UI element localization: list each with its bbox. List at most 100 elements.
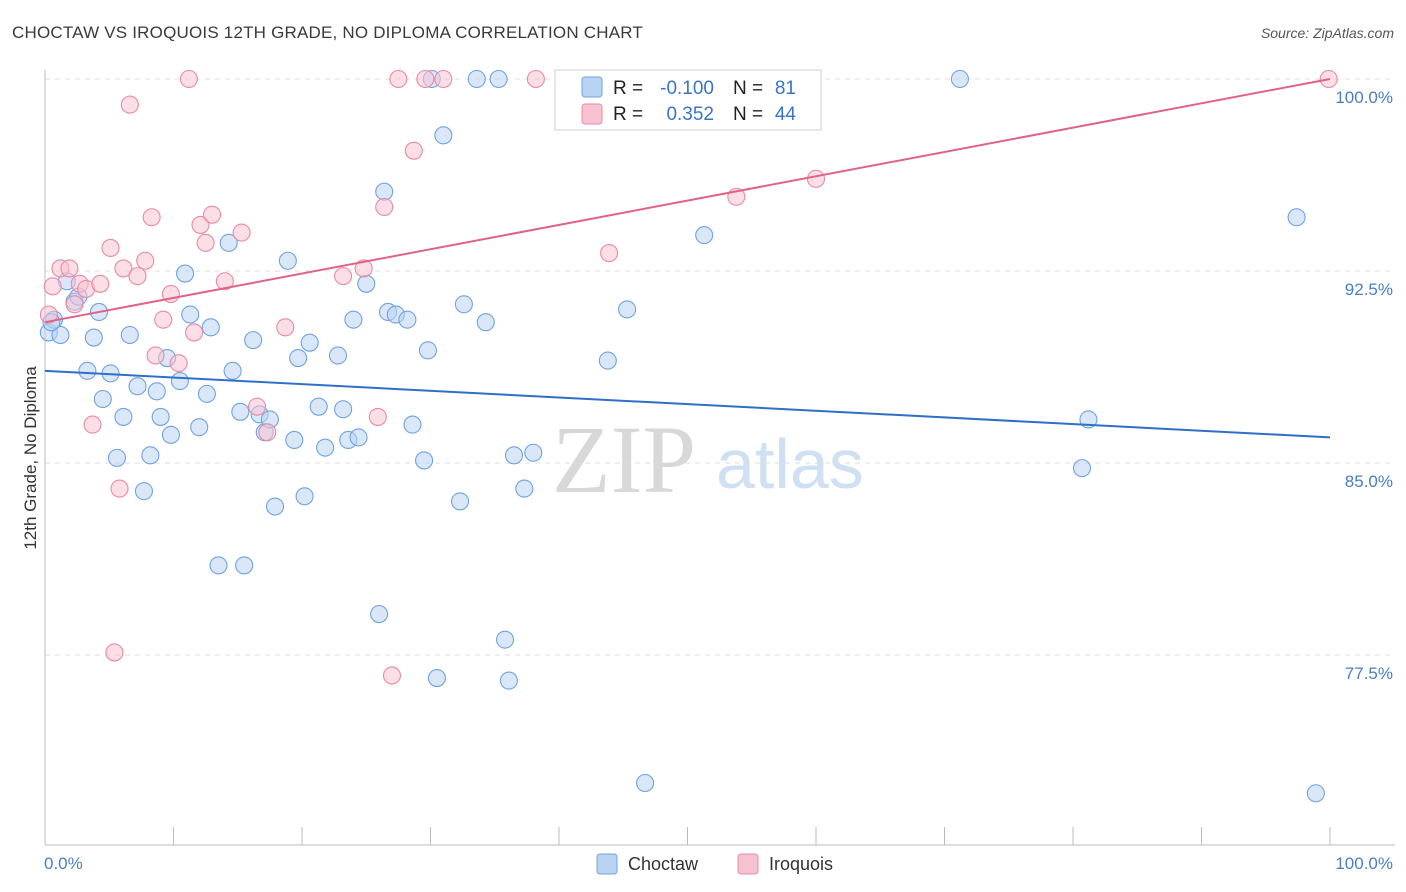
point-choctaw <box>93 389 112 409</box>
point-choctaw <box>950 69 969 89</box>
point-choctaw <box>209 556 228 575</box>
point-choctaw <box>219 233 238 252</box>
point-choctaw <box>454 295 473 314</box>
trend-lines <box>44 78 1331 439</box>
point-choctaw <box>134 482 153 501</box>
point-choctaw <box>141 446 160 465</box>
point-choctaw <box>295 487 314 506</box>
legend-n-label-iroquois: N = <box>733 104 763 125</box>
point-choctaw <box>1306 784 1325 803</box>
legend-r-label-iroquois: R = <box>613 104 643 125</box>
legend-n-value-choctaw: 81 <box>775 78 796 99</box>
point-choctaw <box>147 382 166 401</box>
point-choctaw <box>289 348 308 368</box>
chart-source: Source: ZipAtlas.com <box>1261 25 1394 41</box>
point-choctaw <box>334 400 353 419</box>
y-tick-label: 77.5% <box>1345 664 1393 683</box>
point-choctaw <box>515 479 534 498</box>
y-tick-label: 92.5% <box>1345 280 1393 299</box>
point-choctaw <box>201 318 220 337</box>
x-axis-ticks <box>44 827 1331 845</box>
point-choctaw <box>434 126 453 145</box>
point-iroquois <box>434 69 453 89</box>
point-choctaw <box>84 328 103 347</box>
point-choctaw <box>181 305 200 324</box>
point-iroquois <box>368 407 387 426</box>
point-iroquois <box>203 205 222 224</box>
point-iroquois <box>389 69 408 89</box>
x-tick-label-min: 0.0% <box>44 854 83 873</box>
point-choctaw <box>344 310 363 329</box>
point-choctaw <box>618 300 637 319</box>
point-iroquois <box>375 197 394 217</box>
trend-line-choctaw <box>44 369 1331 439</box>
point-choctaw <box>504 446 524 465</box>
legend-swatch-iroquois <box>581 103 603 125</box>
point-choctaw <box>170 372 189 391</box>
point-iroquois <box>110 479 129 498</box>
legend-swatch-choctaw <box>581 76 603 98</box>
point-choctaw <box>467 69 486 89</box>
point-choctaw <box>309 397 328 416</box>
point-choctaw <box>265 497 285 516</box>
point-iroquois <box>232 223 251 242</box>
point-choctaw <box>223 361 242 380</box>
y-axis-title: 12th Grade, No Diploma <box>21 366 40 550</box>
point-choctaw <box>300 333 319 352</box>
legend-n-value-iroquois: 44 <box>775 104 797 125</box>
watermark-zip: ZIP <box>552 406 696 513</box>
watermark: ZIP atlas <box>552 406 864 513</box>
point-choctaw <box>695 226 714 245</box>
point-iroquois <box>806 169 826 188</box>
point-choctaw <box>1287 208 1306 227</box>
y-tick-label: 85.0% <box>1345 472 1393 491</box>
point-iroquois <box>600 244 619 263</box>
point-choctaw <box>78 361 97 380</box>
point-iroquois <box>416 69 435 89</box>
point-iroquois <box>404 141 423 160</box>
point-iroquois <box>120 95 139 114</box>
point-choctaw <box>489 69 508 89</box>
point-iroquois <box>128 267 147 286</box>
point-iroquois <box>196 233 215 252</box>
point-iroquois <box>526 69 545 89</box>
point-iroquois <box>258 423 277 442</box>
y-tick-label: 100.0% <box>1335 88 1393 107</box>
point-iroquois <box>43 277 62 296</box>
series-legend-label-choctaw: Choctaw <box>628 854 699 874</box>
point-choctaw <box>524 443 543 462</box>
point-iroquois <box>247 397 267 416</box>
point-choctaw <box>244 331 263 350</box>
y-axis-tick-labels: 100.0% 92.5% 85.0% 77.5% <box>1335 88 1393 683</box>
point-choctaw <box>427 668 446 688</box>
point-choctaw <box>151 407 170 426</box>
point-iroquois <box>39 305 58 324</box>
legend-r-label-choctaw: R = <box>613 78 643 99</box>
point-iroquois <box>136 251 155 270</box>
point-choctaw <box>51 325 70 345</box>
legend-r-value-iroquois: 0.352 <box>666 104 714 125</box>
x-tick-label-max: 100.0% <box>1335 854 1393 873</box>
point-iroquois <box>60 259 79 278</box>
trend-line-iroquois <box>44 78 1331 324</box>
point-choctaw <box>418 341 437 360</box>
point-choctaw <box>176 264 195 283</box>
series-legend-swatch-iroquois <box>737 853 759 875</box>
point-iroquois <box>146 346 165 365</box>
point-iroquois <box>65 295 84 314</box>
point-choctaw <box>235 556 254 575</box>
point-choctaw <box>128 377 147 396</box>
stats-legend: R = -0.100 N = 81 R = 0.352 N = 44 <box>554 69 822 131</box>
point-iroquois <box>215 272 234 291</box>
point-iroquois <box>142 208 161 227</box>
point-choctaw <box>190 418 209 437</box>
point-choctaw <box>1072 459 1092 478</box>
point-choctaw <box>120 325 139 345</box>
point-iroquois <box>101 238 120 258</box>
series-legend-swatch-choctaw <box>596 853 618 875</box>
point-iroquois <box>191 215 210 234</box>
point-choctaw <box>451 492 470 511</box>
point-choctaw <box>370 604 389 624</box>
point-choctaw <box>403 415 422 434</box>
